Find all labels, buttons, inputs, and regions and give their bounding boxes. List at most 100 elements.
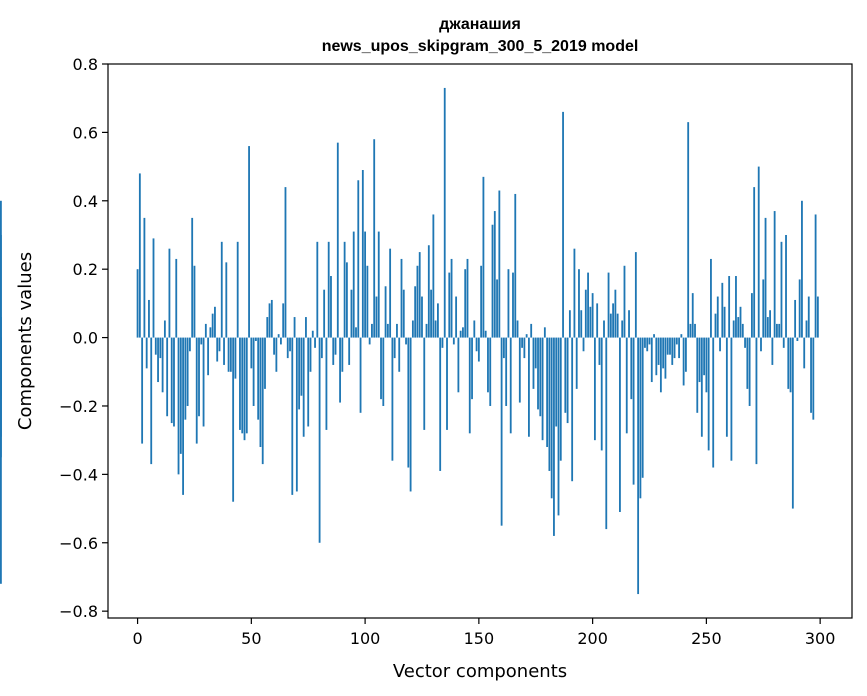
bar-104: [373, 139, 376, 338]
bar-59: [270, 299, 273, 338]
bar-183: [553, 337, 555, 536]
bar-167: [516, 320, 519, 338]
bar-175: [534, 337, 537, 369]
bar-145: [466, 258, 469, 338]
bar-209: [612, 303, 615, 338]
bar-263: [735, 276, 737, 338]
bar-20: [182, 337, 184, 495]
bar-2: [141, 337, 144, 444]
bar-75: [307, 337, 310, 427]
bar-244: [691, 293, 694, 338]
bar-71: [298, 337, 301, 410]
bar-239: [680, 334, 683, 338]
bar-197: [584, 289, 587, 338]
bar-219: [634, 252, 637, 338]
bar-120: [409, 337, 412, 492]
bar-102: [368, 337, 371, 345]
bar-33: [211, 313, 214, 338]
bar-201: [593, 337, 596, 441]
bar-15: [170, 337, 173, 424]
bar-185: [557, 337, 560, 516]
bar-130: [432, 214, 435, 338]
x-axis: 0 50 100 150 200 250 300: [132, 618, 835, 648]
bar-146: [468, 337, 471, 434]
bar-232: [664, 337, 667, 379]
bar-213: [621, 320, 624, 338]
bar-84: [327, 241, 330, 338]
bar-116: [400, 258, 403, 338]
bar-267: [744, 337, 746, 348]
bar-164: [509, 337, 512, 434]
bar-62: [277, 334, 280, 338]
bar-136: [446, 337, 448, 430]
bar-199: [589, 306, 592, 338]
bar-166: [514, 193, 517, 338]
bar-27: [198, 337, 200, 417]
bar-189: [566, 337, 569, 424]
bar-142: [459, 330, 462, 338]
bar-28: [200, 337, 203, 345]
bar-31: [207, 337, 210, 376]
bar-121: [411, 320, 414, 338]
bar-222: [641, 337, 644, 478]
bar-65: [284, 187, 287, 338]
bar-276: [764, 217, 767, 338]
x-tick-label: 250: [691, 629, 722, 648]
bar-162: [505, 337, 508, 406]
bar-undefined: [0, 337, 2, 458]
bar-38: [223, 337, 225, 365]
bar-131: [434, 320, 437, 338]
bar-35: [216, 337, 219, 362]
bar-114: [396, 323, 398, 338]
bar-212: [619, 337, 621, 512]
bar-76: [309, 337, 312, 372]
bar-269: [748, 337, 751, 406]
bar-231: [662, 337, 665, 369]
bar-22: [186, 337, 189, 406]
bar-29: [202, 337, 205, 427]
y-axis-label: Components values: [15, 252, 36, 430]
bar-52: [254, 337, 257, 341]
bar-148: [473, 320, 476, 338]
bar-165: [512, 272, 514, 338]
bar-36: [218, 337, 221, 352]
bar-170: [523, 337, 526, 359]
bar-96: [355, 327, 357, 338]
bar-92: [345, 262, 348, 338]
bar-122: [414, 286, 417, 338]
bar-87: [334, 337, 337, 355]
bar-182: [550, 337, 553, 499]
y-tick-label: 0.0: [73, 329, 98, 348]
bar-70: [295, 337, 298, 492]
bar-83: [325, 337, 328, 430]
bar-135: [443, 87, 446, 338]
bar-214: [623, 265, 626, 338]
bar-225: [648, 337, 651, 345]
bar-26: [195, 337, 198, 444]
bar-154: [487, 337, 489, 393]
bar-238: [678, 337, 680, 359]
bar-126: [423, 337, 426, 430]
bar-133: [439, 337, 442, 471]
bar-4: [145, 337, 148, 369]
bar-284: [782, 337, 785, 348]
bar-72: [300, 337, 303, 396]
bar-255: [716, 296, 719, 338]
bar-221: [639, 337, 642, 499]
bar-216: [628, 310, 630, 338]
bar-144: [464, 269, 467, 338]
bar-118: [405, 337, 407, 345]
bar-43: [234, 337, 237, 379]
bar-58: [268, 303, 271, 338]
bar-160: [500, 337, 503, 526]
bar-17: [175, 258, 178, 338]
bar-undefined: [0, 337, 2, 369]
bar-18: [177, 337, 180, 475]
bar-95: [352, 231, 355, 338]
bar-176: [537, 337, 539, 410]
bar-254: [714, 313, 717, 338]
bar-undefined: [0, 200, 2, 338]
bar-237: [675, 337, 678, 345]
bar-198: [587, 272, 589, 338]
bar-0: [136, 269, 139, 338]
